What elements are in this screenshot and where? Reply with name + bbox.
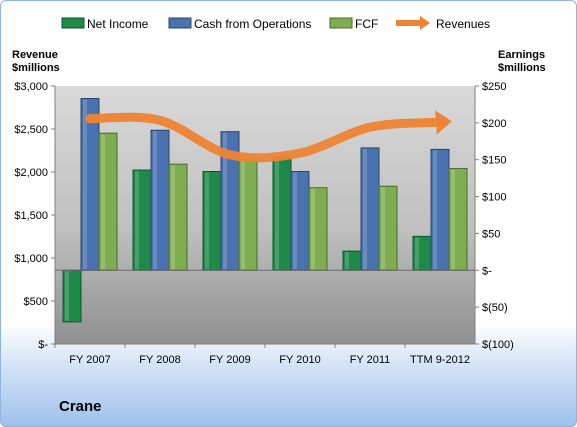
bar-highlight <box>223 132 227 270</box>
revenue-curve <box>85 112 445 163</box>
bar-highlight <box>415 237 419 270</box>
bar-highlight <box>293 172 297 270</box>
right-tick-label: $100 <box>482 192 506 204</box>
legend-label: FCF <box>355 17 378 31</box>
bar-highlight <box>381 187 385 270</box>
plot-area <box>55 86 475 344</box>
bar-highlight <box>83 99 87 270</box>
right-tick-label: $(50) <box>482 302 508 314</box>
left-tick-label: $1,000 <box>14 253 48 265</box>
left-tick-label: $3,000 <box>14 81 48 93</box>
company-label: Crane <box>59 398 102 415</box>
x-tick-label: FY 2010 <box>279 354 320 366</box>
left-tick-label: $1,500 <box>14 210 48 222</box>
axes: $- $500 $1,000 $1,500 $2,000 $2,500 $3,000 $(10… <box>12 49 546 366</box>
right-tick-label: $50 <box>482 228 500 240</box>
legend: Net Income Cash from Operations FCF Revenue… <box>61 16 490 31</box>
x-tick-label: TTM 9-2012 <box>410 354 470 366</box>
bar-highlight <box>311 188 315 270</box>
bar-highlight <box>153 131 157 270</box>
legend-label: Revenues <box>436 17 490 31</box>
bar-highlight <box>241 160 245 270</box>
left-axis-title: Revenue <box>12 49 58 61</box>
left-axis-title-unit: $millions <box>12 62 60 74</box>
bar-highlight <box>433 150 437 270</box>
left-tick-label: $500 <box>24 296 48 308</box>
left-tick-label: $- <box>38 339 48 351</box>
x-tick-label: FY 2009 <box>209 354 250 366</box>
bar-highlight <box>451 169 455 270</box>
legend-swatch <box>168 17 192 29</box>
x-tick-label: FY 2007 <box>69 354 110 366</box>
right-axis-title-unit: $millions <box>498 62 546 74</box>
legend-swatch <box>329 17 353 29</box>
x-tick-label: FY 2008 <box>139 354 180 366</box>
right-tick-label: $150 <box>482 155 506 167</box>
right-axis-title: Earnings <box>498 49 545 61</box>
bar-highlight <box>345 252 349 270</box>
x-tick-label: FY 2011 <box>350 354 391 366</box>
right-tick-label: $- <box>482 265 492 277</box>
bar-highlight <box>171 165 175 270</box>
legend-label: Cash from Operations <box>194 17 311 31</box>
legend-arrowhead <box>420 16 430 30</box>
right-tick-label: $(100) <box>482 339 514 351</box>
revenue-arrowhead <box>435 110 452 135</box>
right-tick-label: $250 <box>482 81 506 93</box>
bar-highlight <box>275 157 279 270</box>
legend-label: Net Income <box>87 17 149 31</box>
bar-highlight <box>101 134 105 270</box>
right-tick-label: $200 <box>482 118 506 130</box>
bar-highlight <box>135 171 139 270</box>
bars <box>55 98 475 323</box>
bar-highlight <box>363 148 367 270</box>
left-tick-label: $2,500 <box>14 124 48 136</box>
left-tick-label: $2,000 <box>14 167 48 179</box>
bar-highlight <box>65 271 69 321</box>
legend-swatch <box>61 17 85 29</box>
revenue-line <box>85 110 452 163</box>
bar-highlight <box>205 172 209 270</box>
